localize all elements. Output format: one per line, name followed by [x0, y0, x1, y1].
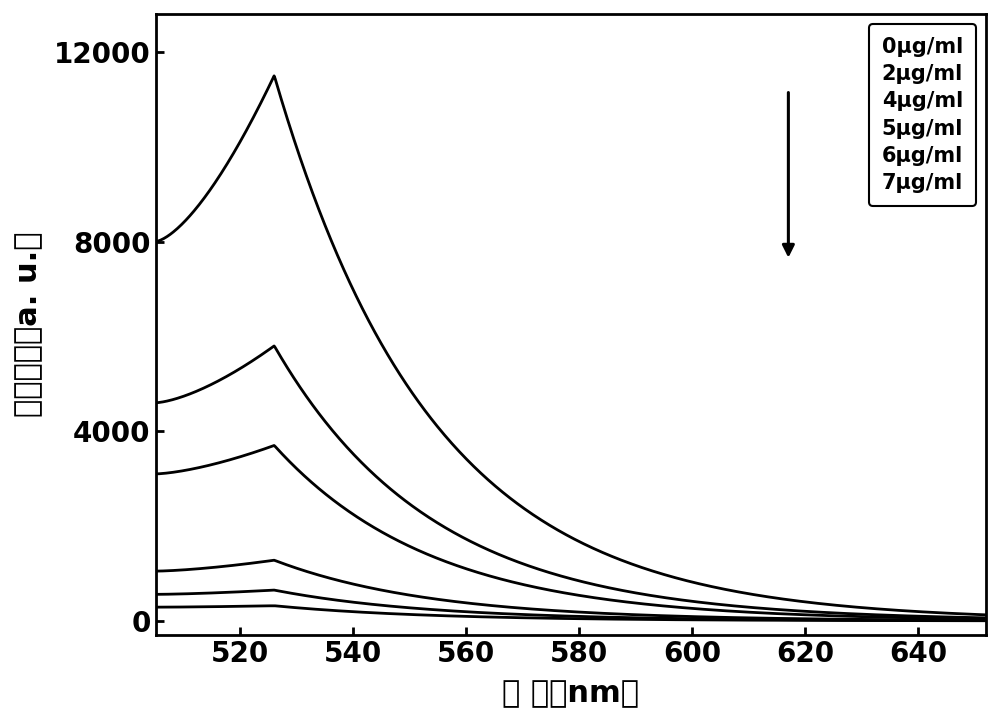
Legend: 0μg/ml, 2μg/ml, 4μg/ml, 5μg/ml, 6μg/ml, 7μg/ml: 0μg/ml, 2μg/ml, 4μg/ml, 5μg/ml, 6μg/ml, … — [869, 25, 976, 206]
X-axis label: 波 长（nm）: 波 长（nm） — [502, 679, 639, 708]
Y-axis label: 荧光强度（a. u.）: 荧光强度（a. u.） — [14, 232, 43, 417]
